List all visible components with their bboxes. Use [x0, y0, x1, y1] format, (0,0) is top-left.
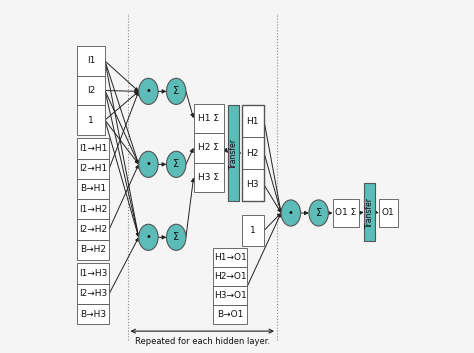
Ellipse shape	[281, 200, 301, 226]
FancyBboxPatch shape	[213, 267, 247, 286]
Text: Transfer: Transfer	[229, 138, 238, 168]
FancyBboxPatch shape	[193, 163, 224, 192]
Text: •: •	[288, 208, 294, 218]
FancyBboxPatch shape	[77, 158, 109, 179]
Text: H1→O1: H1→O1	[214, 253, 246, 262]
FancyBboxPatch shape	[77, 263, 109, 283]
Text: O1 Σ: O1 Σ	[335, 209, 356, 217]
FancyBboxPatch shape	[77, 240, 109, 260]
FancyBboxPatch shape	[242, 105, 264, 137]
Text: •: •	[146, 86, 151, 96]
Text: Repeated for each hidden layer.: Repeated for each hidden layer.	[135, 337, 270, 346]
Text: B→H2: B→H2	[80, 245, 106, 254]
Text: H2: H2	[246, 149, 259, 157]
FancyBboxPatch shape	[242, 169, 264, 201]
Text: I1→H3: I1→H3	[79, 269, 107, 278]
FancyBboxPatch shape	[333, 199, 359, 227]
FancyBboxPatch shape	[213, 248, 247, 267]
Ellipse shape	[139, 151, 158, 178]
FancyBboxPatch shape	[77, 138, 109, 158]
Text: B→O1: B→O1	[217, 310, 243, 319]
FancyBboxPatch shape	[193, 103, 224, 133]
FancyBboxPatch shape	[77, 46, 105, 76]
Text: Σ: Σ	[173, 159, 179, 169]
Text: I1→H2: I1→H2	[79, 205, 107, 214]
Ellipse shape	[139, 78, 158, 104]
FancyBboxPatch shape	[77, 219, 109, 240]
Text: H3: H3	[246, 180, 259, 190]
Text: B→H3: B→H3	[80, 310, 106, 318]
Text: I1→H1: I1→H1	[79, 144, 107, 153]
FancyBboxPatch shape	[77, 179, 109, 199]
Text: I2→H1: I2→H1	[79, 164, 107, 173]
FancyBboxPatch shape	[379, 199, 398, 227]
FancyBboxPatch shape	[77, 76, 105, 105]
Text: I2→H2: I2→H2	[79, 225, 107, 234]
FancyBboxPatch shape	[242, 215, 264, 246]
FancyBboxPatch shape	[213, 286, 247, 305]
Ellipse shape	[309, 200, 328, 226]
Text: B→H1: B→H1	[80, 185, 106, 193]
Text: •: •	[146, 159, 151, 169]
Text: H1: H1	[246, 117, 259, 126]
Text: H3 Σ: H3 Σ	[198, 173, 219, 182]
Text: O1: O1	[382, 209, 395, 217]
FancyBboxPatch shape	[364, 184, 375, 241]
Ellipse shape	[166, 224, 186, 250]
Text: H2 Σ: H2 Σ	[198, 143, 219, 152]
FancyBboxPatch shape	[213, 305, 247, 324]
Text: 1: 1	[250, 226, 255, 235]
Ellipse shape	[166, 151, 186, 178]
FancyBboxPatch shape	[77, 283, 109, 304]
Text: Σ: Σ	[173, 232, 179, 242]
Ellipse shape	[139, 224, 158, 250]
Text: 1: 1	[88, 115, 94, 125]
FancyBboxPatch shape	[77, 304, 109, 324]
FancyBboxPatch shape	[77, 105, 105, 135]
FancyBboxPatch shape	[242, 137, 264, 169]
FancyBboxPatch shape	[77, 199, 109, 219]
Text: •: •	[146, 232, 151, 242]
Text: Σ: Σ	[173, 86, 179, 96]
Ellipse shape	[166, 78, 186, 104]
Text: H3→O1: H3→O1	[214, 291, 246, 300]
Text: H2→O1: H2→O1	[214, 272, 246, 281]
Text: Transfer: Transfer	[365, 197, 374, 228]
Text: H1 Σ: H1 Σ	[198, 114, 219, 123]
FancyBboxPatch shape	[228, 105, 239, 201]
Text: I2→H3: I2→H3	[79, 289, 107, 298]
Text: Σ: Σ	[316, 208, 322, 218]
Text: I2: I2	[87, 86, 95, 95]
FancyBboxPatch shape	[193, 133, 224, 163]
Text: I1: I1	[87, 56, 95, 65]
